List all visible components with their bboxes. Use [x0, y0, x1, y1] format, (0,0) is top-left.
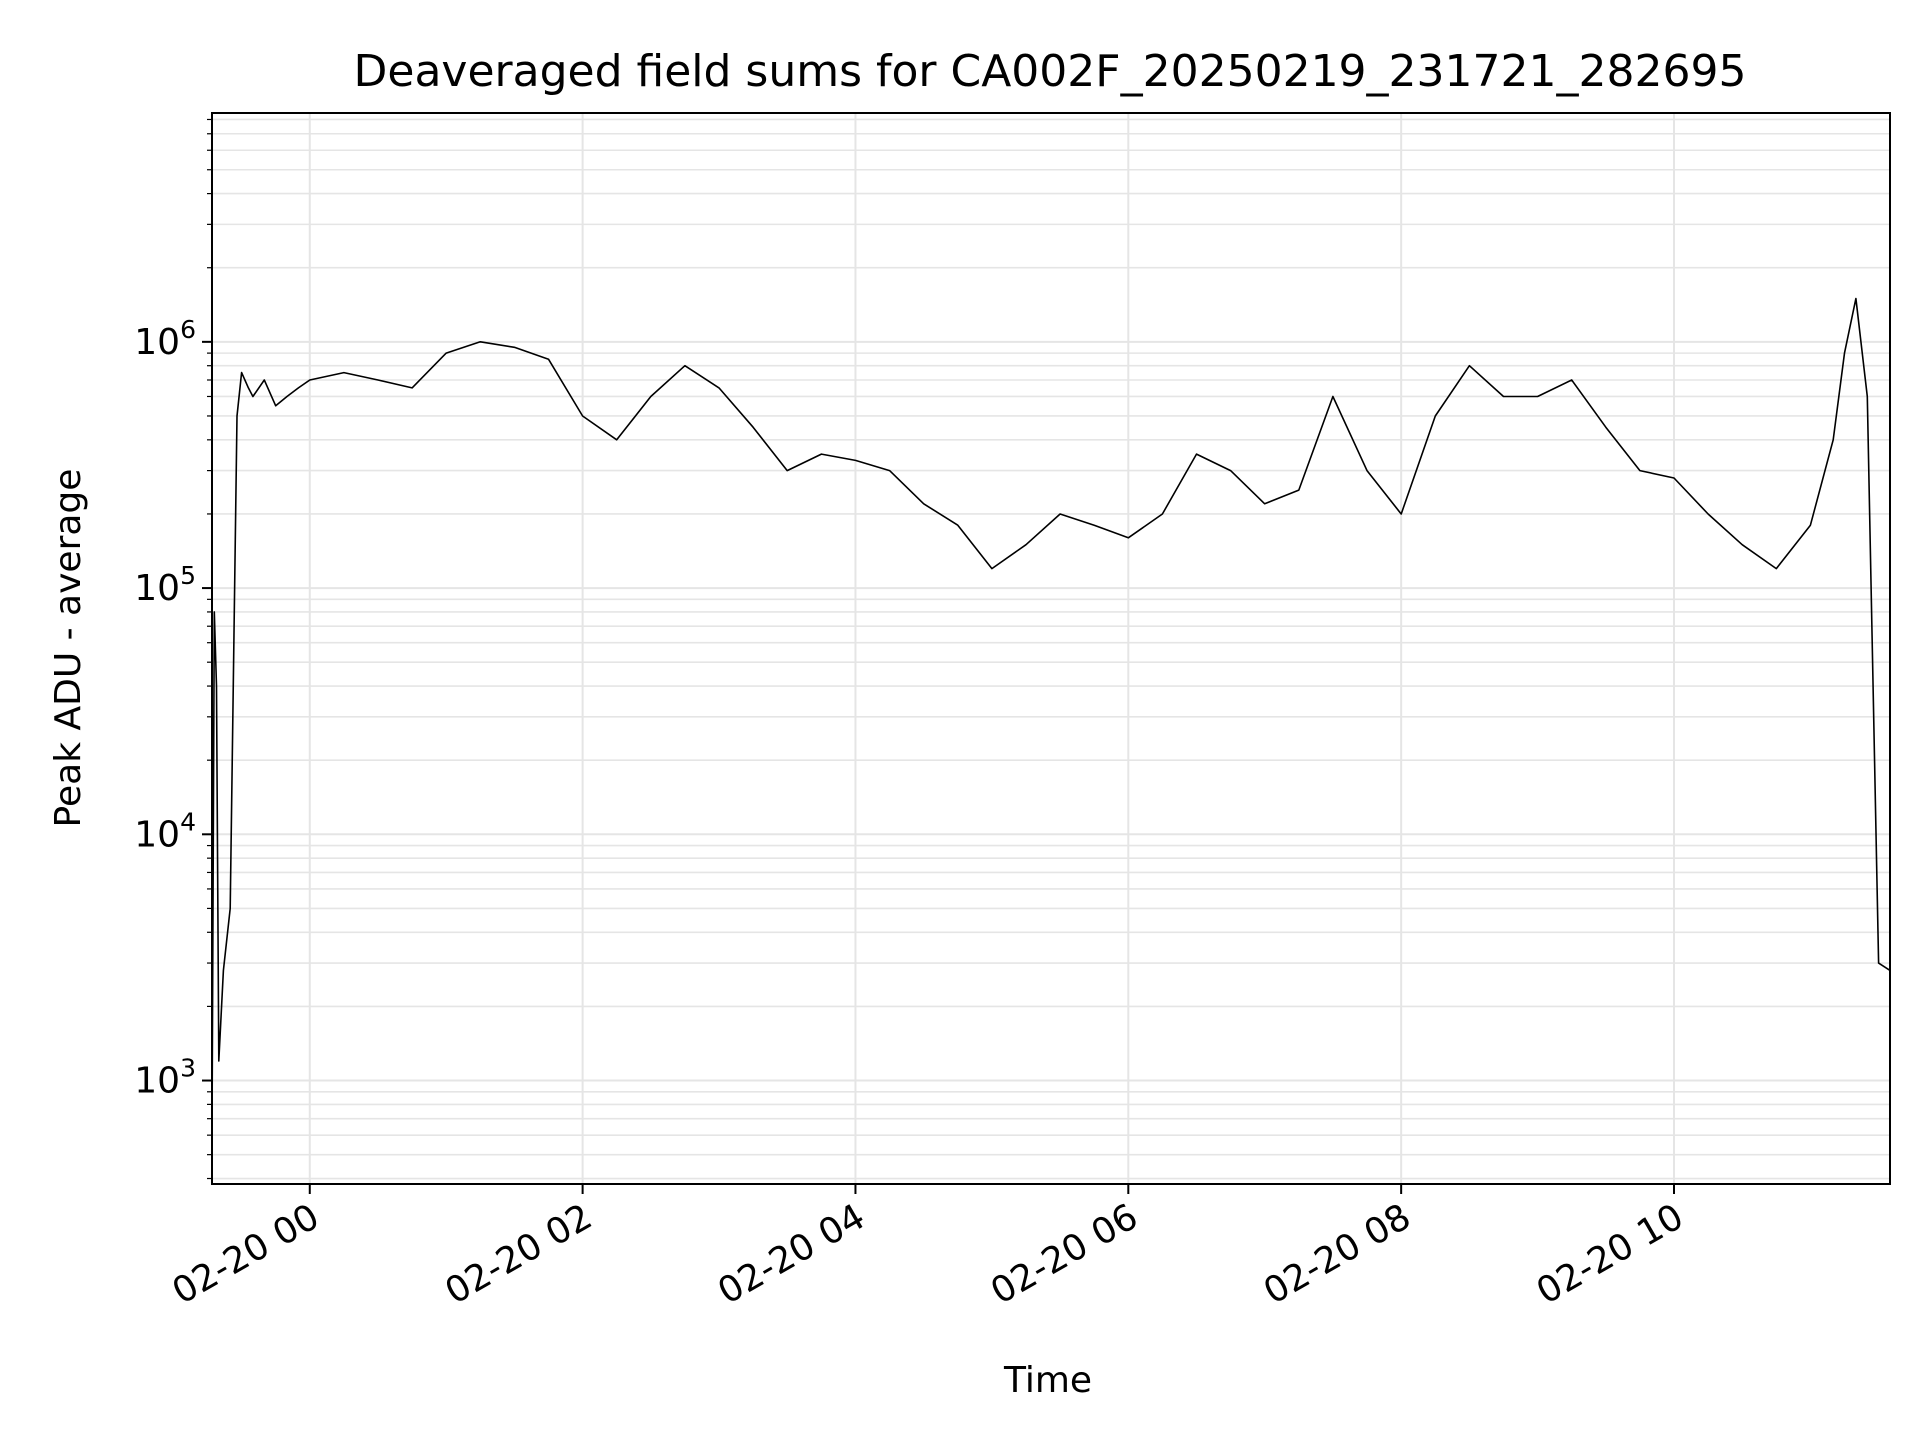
chart-title: Deaveraged field sums for CA002F_2025021…	[354, 46, 1747, 97]
y-tick-label: 103	[134, 1054, 196, 1102]
series-layer	[211, 297, 1891, 1136]
plot-frame	[211, 112, 1891, 1185]
grid-layer	[212, 113, 1890, 1184]
x-axis-label: Time	[1003, 1360, 1092, 1401]
y-tick-label: 106	[134, 315, 196, 363]
series-line	[211, 297, 1891, 1136]
y-axis: 103 104 105 106	[134, 118, 212, 1180]
y-axis-label: Peak ADU - average	[48, 469, 89, 828]
y-tick-label: 104	[134, 807, 196, 855]
y-tick-label: 105	[134, 561, 196, 609]
